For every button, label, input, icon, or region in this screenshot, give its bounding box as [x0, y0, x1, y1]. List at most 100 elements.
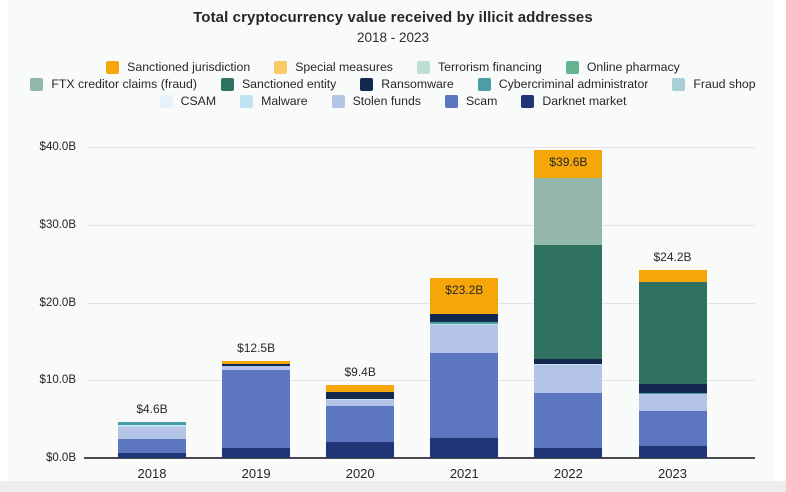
bar-2020[interactable] [326, 384, 395, 458]
legend-item-label: FTX creditor claims (fraud) [51, 77, 197, 91]
legend-item-malware[interactable]: Malware [240, 94, 308, 108]
legend-item-label: Sanctioned jurisdiction [127, 60, 251, 74]
bar-segment-sanctioned-jurisdiction-2021[interactable] [430, 277, 499, 315]
bar-segment-cybercriminal-administrator-2023[interactable] [638, 392, 707, 395]
y-tick-label-30b: $30.0B [39, 218, 76, 231]
x-tick-label-2023: 2023 [658, 466, 687, 481]
bar-segment-stolen-funds-2022[interactable] [534, 365, 603, 394]
legend-swatch-icon [159, 94, 173, 108]
bar-segment-malware-2021[interactable] [430, 323, 499, 326]
y-tick-label-0b: $0.0B [45, 452, 76, 464]
bar-segment-malware-2018[interactable] [118, 424, 186, 427]
legend-item-ftx-creditor-claims-fraud[interactable]: FTX creditor claims (fraud) [30, 77, 197, 91]
legend-swatch-icon [331, 94, 345, 108]
legend-swatch-icon [672, 77, 686, 91]
bar-segment-scam-2019[interactable] [222, 370, 291, 448]
legend-item-label: Sanctioned entity [241, 77, 337, 91]
legend-item-csam[interactable]: CSAM [159, 94, 217, 108]
legend-item-label: Online pharmacy [586, 60, 680, 74]
bar-segment-darknet-market-2023[interactable] [638, 446, 707, 458]
bar-segment-stolen-funds-2023[interactable] [638, 394, 707, 412]
bar-segment-darknet-market-2022[interactable] [534, 447, 603, 458]
bar-2023[interactable] [638, 269, 707, 458]
legend-row-3: CSAM Malware Stolen funds Scam Darknet marke… [0, 94, 786, 108]
bar-segment-ransomware-2020[interactable] [326, 391, 395, 399]
x-tick-label-2020: 2020 [345, 466, 375, 481]
bar-segment-darknet-market-2021[interactable] [430, 437, 499, 458]
chart-legend: Sanctioned jurisdiction Special measures T… [0, 60, 786, 108]
bar-segment-ransomware-2023[interactable] [638, 384, 707, 393]
legend-item-label: Terrorism financing [437, 60, 542, 74]
gridline-20b [88, 302, 755, 304]
bar-segment-darknet-market-2019[interactable] [222, 447, 291, 458]
bar-segment-cybercriminal-administrator-2018[interactable] [118, 422, 186, 425]
bar-segment-ransomware-2021[interactable] [430, 314, 499, 322]
legend-item-darknet-market[interactable]: Darknet market [521, 94, 626, 108]
legend-item-label: Stolen funds [352, 94, 421, 108]
bar-segment-malware-2020[interactable] [326, 398, 395, 401]
legend-item-label: Malware [261, 94, 308, 108]
legend-swatch-icon [274, 60, 288, 74]
bar-segment-darknet-market-2020[interactable] [326, 441, 395, 458]
bar-segment-darknet-market-2018[interactable] [118, 453, 186, 458]
y-tick-label-20b: $20.0B [39, 296, 76, 309]
bar-segment-sanctioned-jurisdiction-2022[interactable] [534, 150, 603, 179]
bar-segment-scam-2022[interactable] [534, 393, 603, 448]
total-label-2023: $24.2B [653, 249, 692, 264]
legend-item-scam[interactable]: Scam [444, 94, 497, 108]
total-label-2019: $12.5B [237, 340, 276, 355]
x-tick-label-2018: 2018 [137, 466, 167, 481]
bar-segment-sanctioned-entity-2023[interactable] [638, 281, 707, 385]
bar-segment-sanctioned-jurisdiction-2023[interactable] [638, 269, 707, 282]
bar-segment-scam-2018[interactable] [118, 438, 186, 454]
legend-item-sanctioned-jurisdiction[interactable]: Sanctioned jurisdiction [106, 60, 250, 74]
bar-segment-sanctioned-jurisdiction-2020[interactable] [326, 384, 395, 392]
legend-item-label: Ransomware [381, 77, 454, 91]
legend-item-online-pharmacy[interactable]: Online pharmacy [565, 60, 680, 74]
legend-item-terrorism-financing[interactable]: Terrorism financing [416, 60, 542, 74]
bar-segment-scam-2023[interactable] [638, 411, 707, 447]
legend-item-sanctioned-entity[interactable]: Sanctioned entity [220, 77, 337, 91]
bar-2021[interactable] [430, 277, 499, 458]
x-tick-label-2021: 2021 [449, 466, 479, 481]
legend-row-1: Sanctioned jurisdiction Special measures T… [0, 60, 786, 74]
bar-segment-stolen-funds-2020[interactable] [326, 400, 395, 406]
legend-swatch-icon [220, 77, 234, 91]
bar-2022[interactable] [534, 150, 603, 458]
bar-segment-ftx-creditor-claims-fraud-2022[interactable] [534, 178, 603, 245]
total-label-2021: $23.2B [445, 282, 484, 297]
bar-segment-sanctioned-jurisdiction-2019[interactable] [222, 360, 291, 364]
legend-item-label: CSAM [180, 94, 217, 108]
bar-2019[interactable] [222, 360, 291, 458]
legend-item-fraud-shop[interactable]: Fraud shop [672, 77, 756, 91]
legend-item-label: Darknet market [542, 94, 627, 108]
bar-2018[interactable] [118, 422, 186, 458]
legend-swatch-icon [565, 60, 579, 74]
bar-segment-scam-2021[interactable] [430, 353, 499, 438]
bar-segment-scam-2020[interactable] [326, 405, 395, 442]
bar-segment-ransomware-2022[interactable] [534, 359, 603, 364]
bar-segment-sanctioned-entity-2022[interactable] [534, 244, 603, 360]
legend-row-2: FTX creditor claims (fraud) Sanctioned en… [0, 77, 786, 91]
legend-swatch-icon [106, 60, 120, 74]
y-tick-label-40b: $40.0B [39, 141, 76, 153]
bar-segment-ransomware-2019[interactable] [222, 363, 291, 367]
gridline-30b [88, 224, 755, 226]
legend-swatch-icon [240, 94, 254, 108]
bar-segment-cybercriminal-administrator-2021[interactable] [430, 321, 499, 324]
bar-segment-stolen-funds-2019[interactable] [222, 366, 291, 371]
legend-item-stolen-funds[interactable]: Stolen funds [331, 94, 421, 108]
legend-swatch-icon [416, 60, 430, 74]
legend-item-special-measures[interactable]: Special measures [274, 60, 393, 74]
legend-item-cybercriminal-administrator[interactable]: Cybercriminal administrator [477, 77, 648, 91]
y-tick-label-10b: $10.0B [39, 374, 76, 387]
bar-segment-malware-2022[interactable] [534, 363, 603, 366]
chart-subtitle: 2018 - 2023 [356, 30, 430, 45]
bar-segment-stolen-funds-2018[interactable] [118, 426, 186, 439]
legend-swatch-icon [477, 77, 491, 91]
bar-segment-stolen-funds-2021[interactable] [430, 325, 499, 354]
legend-item-label: Special measures [295, 60, 393, 74]
legend-swatch-icon [521, 94, 535, 108]
legend-item-ransomware[interactable]: Ransomware [360, 77, 454, 91]
